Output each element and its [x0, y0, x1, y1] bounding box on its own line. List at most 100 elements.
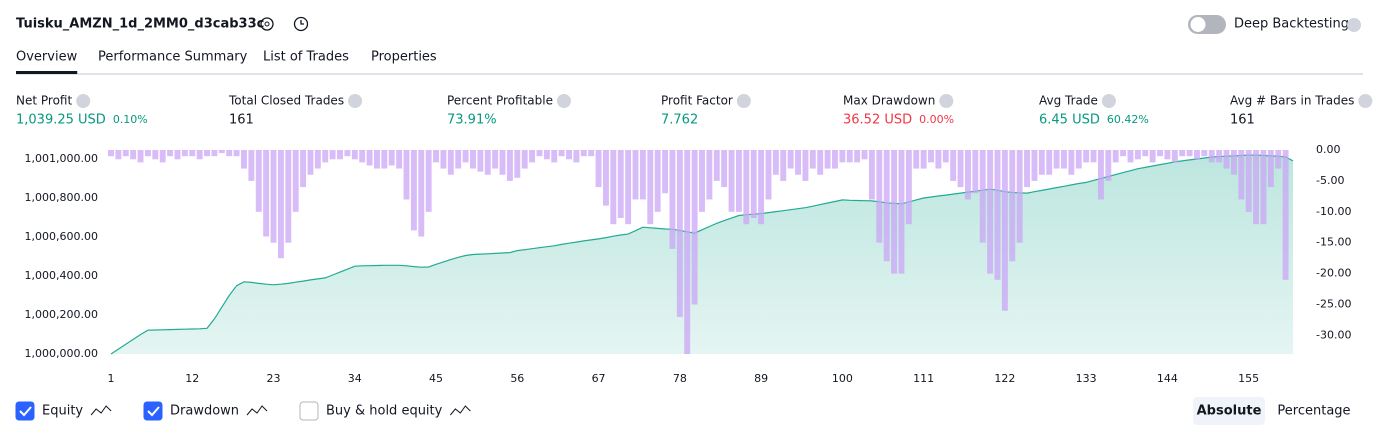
metric-value: 161	[229, 113, 254, 128]
drawdown-bar	[218, 150, 225, 154]
drawdown-bar	[928, 150, 934, 163]
drawdown-bar	[381, 150, 388, 169]
settings-icon[interactable]	[260, 17, 274, 31]
drawdown-bar	[1038, 150, 1045, 175]
drawdown-bar	[920, 150, 927, 169]
drawdown-bar	[654, 150, 661, 212]
drawdown-bar	[566, 150, 572, 160]
legend-icon	[449, 405, 471, 416]
toggle-label: Drawdown	[170, 404, 239, 419]
drawdown-bar	[1075, 150, 1082, 169]
drawdown-bar	[1142, 150, 1149, 157]
drawdown-bar	[735, 150, 742, 212]
drawdown-bar	[433, 150, 440, 163]
info-icon[interactable]	[1101, 94, 1116, 108]
drawdown-bar	[1031, 150, 1038, 181]
drawdown-bar	[115, 150, 122, 160]
drawdown-bar	[994, 150, 1001, 280]
drawdown-bar	[817, 150, 824, 175]
drawdown-bar	[455, 150, 462, 169]
drawdown-bar	[1282, 150, 1289, 280]
scale-button[interactable]: Absolute	[1197, 404, 1262, 419]
tab[interactable]: Performance Summary	[98, 50, 248, 65]
drawdown-bar	[1097, 150, 1104, 200]
info-icon[interactable]	[556, 94, 571, 108]
drawdown-bar	[1149, 150, 1156, 163]
drawdown-bar	[233, 150, 240, 157]
drawdown-bar	[846, 150, 853, 163]
drawdown-bar	[1164, 150, 1171, 160]
metric-label: Total Closed Trades	[228, 94, 344, 108]
metric-value: 36.52 USD	[843, 113, 912, 128]
info-icon[interactable]	[76, 94, 91, 108]
drawdown-bar	[1171, 150, 1178, 163]
y-tick-label: 1,000,200.00	[25, 308, 98, 321]
info-icon[interactable]	[736, 94, 751, 108]
drawdown-bar	[514, 150, 521, 178]
drawdown-bar	[248, 150, 255, 181]
drawdown-bar	[529, 150, 536, 163]
tab[interactable]: Overview	[16, 50, 78, 65]
drawdown-bar	[647, 150, 654, 225]
drawdown-bar	[1179, 150, 1186, 157]
metric-value: 73.91%	[447, 113, 497, 128]
metric-percent: 0.00%	[919, 113, 954, 126]
drawdown-bar	[632, 150, 639, 200]
drawdown-bar	[964, 150, 971, 200]
drawdown-bar	[492, 150, 499, 169]
scale-button[interactable]: Percentage	[1277, 404, 1350, 419]
active-scale-button[interactable]	[1193, 397, 1265, 425]
drawdown-bar	[1001, 150, 1008, 311]
metric-percent: 0.10%	[113, 113, 148, 126]
drawdown-bar	[1053, 150, 1060, 169]
equity-line	[110, 154, 1294, 355]
info-icon[interactable]	[1358, 94, 1373, 108]
x-tick-label: 100	[832, 372, 853, 385]
drawdown-bar	[780, 150, 787, 181]
x-tick-label: 12	[185, 372, 199, 385]
drawdown-bar	[1120, 150, 1127, 157]
drawdown-bar	[462, 150, 469, 163]
checkbox[interactable]	[15, 401, 35, 421]
x-tick-label: 34	[348, 372, 362, 385]
drawdown-bar	[987, 150, 994, 274]
drawdown-bar	[1260, 150, 1267, 225]
drawdown-bar	[765, 150, 772, 200]
checkmark	[147, 406, 160, 417]
drawdown-bar	[1245, 150, 1252, 212]
x-tick-label: 56	[510, 372, 524, 385]
drawdown-bar	[322, 150, 329, 163]
checkmark	[19, 406, 32, 417]
metric-label: Max Drawdown	[843, 94, 935, 108]
drawdown-bar	[676, 150, 683, 317]
drawdown-bar	[551, 150, 558, 163]
drawdown-bar	[1127, 150, 1134, 163]
drawdown-bar	[211, 150, 218, 157]
drawdown-bar	[617, 150, 624, 218]
drawdown-bar	[1112, 150, 1119, 163]
toggle-knob	[1190, 17, 1206, 32]
metric-percent: 60.42%	[1107, 113, 1149, 126]
y2-tick-label: -15.00	[1316, 236, 1351, 249]
x-tick-label: 111	[913, 372, 934, 385]
metric-label: Percent Profitable	[447, 94, 553, 108]
drawdown-bar	[152, 150, 159, 160]
checkbox[interactable]	[143, 401, 163, 421]
drawdown-bar	[809, 150, 816, 169]
toggle-label: Equity	[42, 404, 83, 419]
drawdown-bar	[1083, 150, 1090, 163]
info-icon[interactable]	[939, 94, 954, 108]
info-icon[interactable]	[348, 94, 363, 108]
metric-label: Avg Trade	[1039, 94, 1098, 108]
help-icon[interactable]	[1347, 18, 1361, 32]
tab[interactable]: Properties	[371, 50, 437, 65]
tab[interactable]: List of Trades	[263, 50, 349, 65]
drawdown-bar	[699, 150, 705, 212]
checkbox[interactable]	[299, 401, 319, 421]
drawdown-bar	[373, 150, 380, 169]
drawdown-bar	[226, 150, 233, 157]
drawdown-bar	[351, 150, 358, 160]
drawdown-bar	[795, 150, 801, 175]
source-icon[interactable]	[293, 16, 309, 32]
